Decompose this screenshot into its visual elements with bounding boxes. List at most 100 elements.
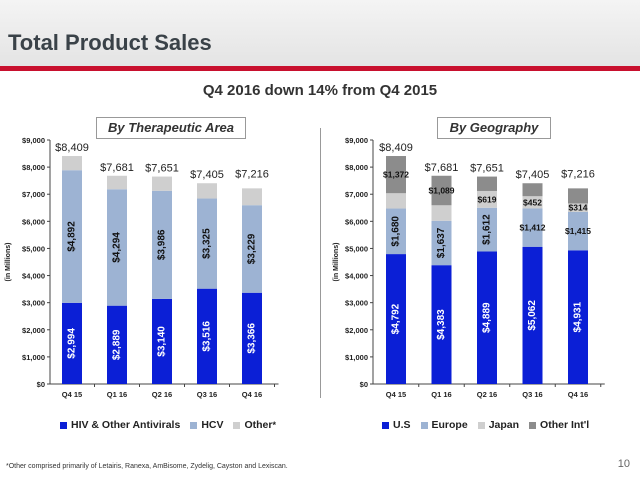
ta-segment-label: $3,325 [202,228,213,259]
legend-swatch-other-intl [529,421,537,429]
ta-ytick-label: $7,000 [22,190,45,199]
ta-ytick-label: $6,000 [22,217,45,226]
legend-item-other: Other * [233,419,276,431]
geo-ytick-label: $4,000 [345,272,368,281]
ta-bar-hcv [62,170,82,303]
legend-swatch-hiv [60,421,67,429]
geo-ytick-label: $9,000 [345,136,368,145]
geo-bar-europe [522,208,543,247]
legend-label-hcv: HCV [201,419,224,431]
ta-bar-other [62,156,82,171]
legend-item-hcv: HCV [190,419,223,431]
geo-segment-label: $5,062 [527,300,538,331]
ta-bar-other [197,183,217,199]
ta-bar-hiv-other-antivirals [242,292,262,384]
geo-bar-europe [386,208,406,255]
ta-bar-hcv [107,189,127,306]
geo-segment-label: $1,415 [565,226,591,236]
geo-bar-other-int-l [431,175,452,206]
ta-segment-label: $3,516 [202,321,213,352]
geo-total-label: $7,651 [470,163,504,175]
geo-bar-other-int-l [568,188,588,204]
ta-bar-hiv-other-antivirals [152,298,172,384]
ta-total-label: $7,405 [190,169,224,181]
legend-item-us: U.S [382,419,411,431]
geo-segment-label: $1,680 [391,216,402,247]
geo-segment-label: $452 [523,197,542,207]
ta-total-label: $7,681 [100,162,134,174]
ta-ytick-label: $9,000 [22,136,45,145]
geo-segment-label: $1,412 [520,223,546,233]
ta-bar-hcv [152,190,172,299]
geo-bar-japan [431,205,452,221]
legend-label-japan: Japan [488,419,520,431]
ta-bar-hcv [197,198,217,289]
geo-x-tick-label: Q4 15 [386,390,406,399]
geo-bar-europe [431,220,452,266]
legend-label-other: Other [244,419,273,431]
legend-other-marker: * [272,420,277,430]
legend-label-us: U.S [393,419,411,431]
geo-bar-japan [568,203,588,212]
geo-bar-u-s [568,250,588,384]
geo-bar-japan [477,190,497,208]
geo-x-tick-label: Q1 16 [431,390,451,399]
ta-segment-label: $4,294 [112,232,123,263]
ta-ytick-label: $1,000 [22,353,45,362]
ta-ytick-label: $5,000 [22,244,45,253]
legend-label-europe: Europe [431,419,468,431]
ta-x-tick-label: Q4 16 [242,390,262,399]
panel-title-geography: By Geography [437,117,551,139]
geo-bar-japan [386,193,406,209]
ta-segment-label: $2,889 [112,329,123,360]
geo-bar-other-int-l [522,183,543,197]
ta-segment-label: $3,140 [157,326,168,357]
geo-segment-label: $4,792 [391,303,402,334]
geo-ytick-label: $2,000 [345,326,368,335]
ta-x-tick-label: Q1 16 [107,390,127,399]
page-title: Total Product Sales [8,30,212,55]
ta-segment-label: $3,986 [157,229,168,260]
geo-total-label: $7,405 [516,169,550,181]
geo-ytick-label: $1,000 [345,353,368,362]
ta-ytick-label: $2,000 [22,326,45,335]
geo-segment-label: $4,383 [436,309,447,340]
ta-bar-other [242,188,262,206]
ta-x-tick-label: Q4 15 [62,390,82,399]
geo-bar-europe [568,211,588,251]
geo-total-label: $7,681 [425,162,459,174]
legend-label-other-intl: Other Int'l [540,419,590,431]
ta-bar-hiv-other-antivirals [62,302,82,384]
geo-segment-label: $619 [478,194,497,204]
header-band: Total Product Sales [0,0,640,66]
legend-item-japan: Japan [477,419,520,431]
geo-bar-other-int-l [386,156,406,194]
ta-segment-label: $2,994 [67,328,78,359]
geo-ytick-label: $6,000 [345,217,368,226]
ta-y-axis-title: (in Millions) [5,243,12,282]
geo-ytick-label: $5,000 [345,244,368,253]
footnote: *Other comprised primarily of Letairis, … [6,463,288,470]
geo-ytick-label: $8,000 [345,163,368,172]
legend-swatch-hcv [190,421,198,429]
geo-ytick-label: $7,000 [345,190,368,199]
ta-bar-other [107,175,127,190]
geo-total-label: $7,216 [561,168,595,180]
geo-segment-label: $1,612 [482,214,493,245]
geo-ytick-label: $0 [360,380,368,389]
geo-bar-europe [477,207,497,252]
ta-segment-label: $4,892 [67,221,78,252]
geo-segment-label: $4,889 [482,302,493,333]
geo-segment-label: $314 [569,203,588,213]
geo-bar-other-int-l [477,176,497,191]
ta-ytick-label: $0 [37,380,45,389]
legend-swatch-other [233,421,241,429]
geo-segment-label: $4,931 [573,301,584,332]
legend-swatch-japan [477,421,485,429]
panel-title-therapeutic: By Therapeutic Area [96,117,246,139]
legend-item-hiv: HIV & Other Antivirals [60,419,180,431]
legend-swatch-us [382,421,389,429]
ta-total-label: $8,409 [55,142,89,154]
geo-bar-u-s [477,251,497,384]
